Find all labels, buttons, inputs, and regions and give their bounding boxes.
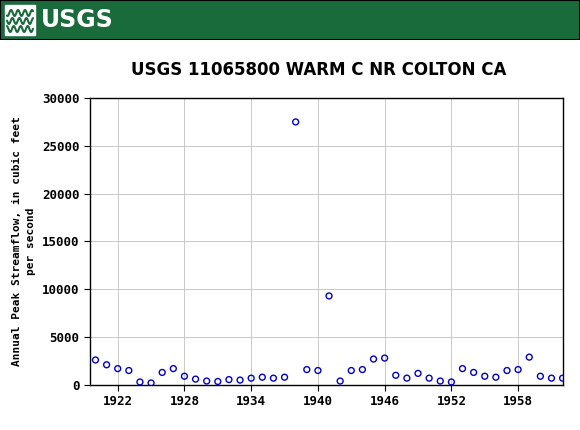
Point (403, 375, 412, 381)
Point (358, 366, 367, 373)
Point (269, 375, 278, 381)
Point (102, 361, 111, 368)
Text: USGS 11065800 WARM C NR COLTON CA: USGS 11065800 WARM C NR COLTON CA (131, 61, 507, 79)
Point (524, 354, 534, 361)
Text: USGS: USGS (41, 8, 114, 32)
Point (347, 367, 356, 374)
Point (458, 365, 467, 372)
Point (158, 369, 167, 376)
Point (558, 375, 567, 381)
Point (391, 372, 400, 379)
Point (224, 376, 234, 383)
Point (146, 380, 155, 387)
Point (213, 378, 223, 385)
Point (480, 373, 490, 380)
Point (380, 355, 389, 362)
Point (324, 292, 334, 299)
Y-axis label: Annual Peak Streamflow, in cubic feet
per second: Annual Peak Streamflow, in cubic feet pe… (12, 117, 37, 366)
Point (425, 375, 434, 381)
Point (502, 367, 512, 374)
Point (447, 378, 456, 385)
Point (235, 377, 245, 384)
Point (469, 369, 478, 376)
Point (547, 375, 556, 381)
Point (202, 378, 211, 384)
Point (335, 378, 345, 384)
Point (180, 373, 189, 380)
Point (369, 356, 378, 362)
Point (124, 367, 133, 374)
Point (280, 374, 289, 381)
Point (169, 365, 178, 372)
Point (414, 370, 423, 377)
Point (491, 374, 501, 381)
Point (246, 375, 256, 381)
Point (302, 366, 311, 373)
Point (135, 378, 144, 385)
Point (536, 373, 545, 380)
Point (436, 378, 445, 384)
Point (513, 366, 523, 373)
Point (258, 374, 267, 381)
Point (191, 376, 200, 383)
Point (91, 356, 100, 363)
Bar (5, 5, 35, 35)
Point (113, 365, 122, 372)
Point (313, 367, 322, 374)
Point (291, 119, 300, 126)
